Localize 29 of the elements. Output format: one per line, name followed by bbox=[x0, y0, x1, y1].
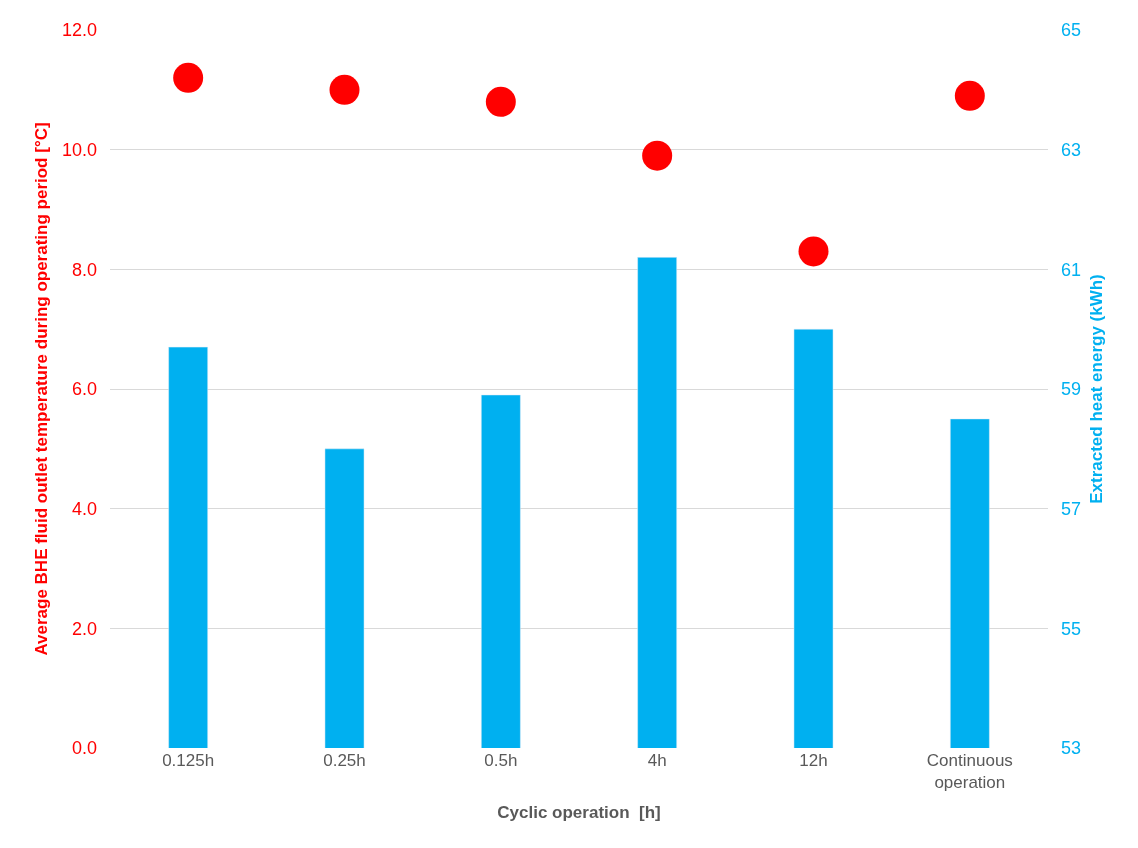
y2-tick-label: 57 bbox=[1061, 498, 1082, 519]
y2-tick-label: 63 bbox=[1061, 139, 1082, 160]
y2-tick-label: 61 bbox=[1061, 259, 1082, 280]
y-tick-label: 0.0 bbox=[71, 738, 97, 759]
y-axis-title: Average BHE fluid outlet temperature during operating period [°C] bbox=[31, 122, 51, 656]
y-tick-label: 2.0 bbox=[71, 618, 97, 639]
x-axis-title: Cyclic operation [h] bbox=[497, 803, 661, 823]
y2-tick-label: 65 bbox=[1061, 20, 1082, 41]
x-tick-label: 0.125h bbox=[162, 751, 215, 770]
y-tick-label: 4.0 bbox=[71, 498, 97, 519]
x-tick-label: 4h bbox=[647, 751, 667, 770]
y-tick-label: 10.0 bbox=[61, 139, 97, 160]
y2-axis-title: Extracted heat energy (kWh) bbox=[1087, 274, 1107, 504]
y-tick-label: 6.0 bbox=[71, 379, 97, 400]
point bbox=[329, 74, 360, 105]
point bbox=[642, 140, 673, 171]
y2-tick-label: 53 bbox=[1061, 738, 1082, 759]
point bbox=[954, 80, 985, 111]
x-tick-label: 12h bbox=[799, 751, 828, 770]
y2-tick-label: 55 bbox=[1061, 618, 1082, 639]
point bbox=[798, 236, 829, 267]
point bbox=[485, 86, 516, 117]
x-tick-label: 0.5h bbox=[484, 751, 518, 770]
y2-tick-label: 59 bbox=[1061, 379, 1082, 400]
x-tick-label: Continuous operation bbox=[926, 751, 1013, 793]
x-tick-label: 0.25h bbox=[323, 751, 366, 770]
point bbox=[173, 62, 204, 93]
y-tick-label: 12.0 bbox=[61, 20, 97, 41]
y-tick-label: 8.0 bbox=[71, 259, 97, 280]
